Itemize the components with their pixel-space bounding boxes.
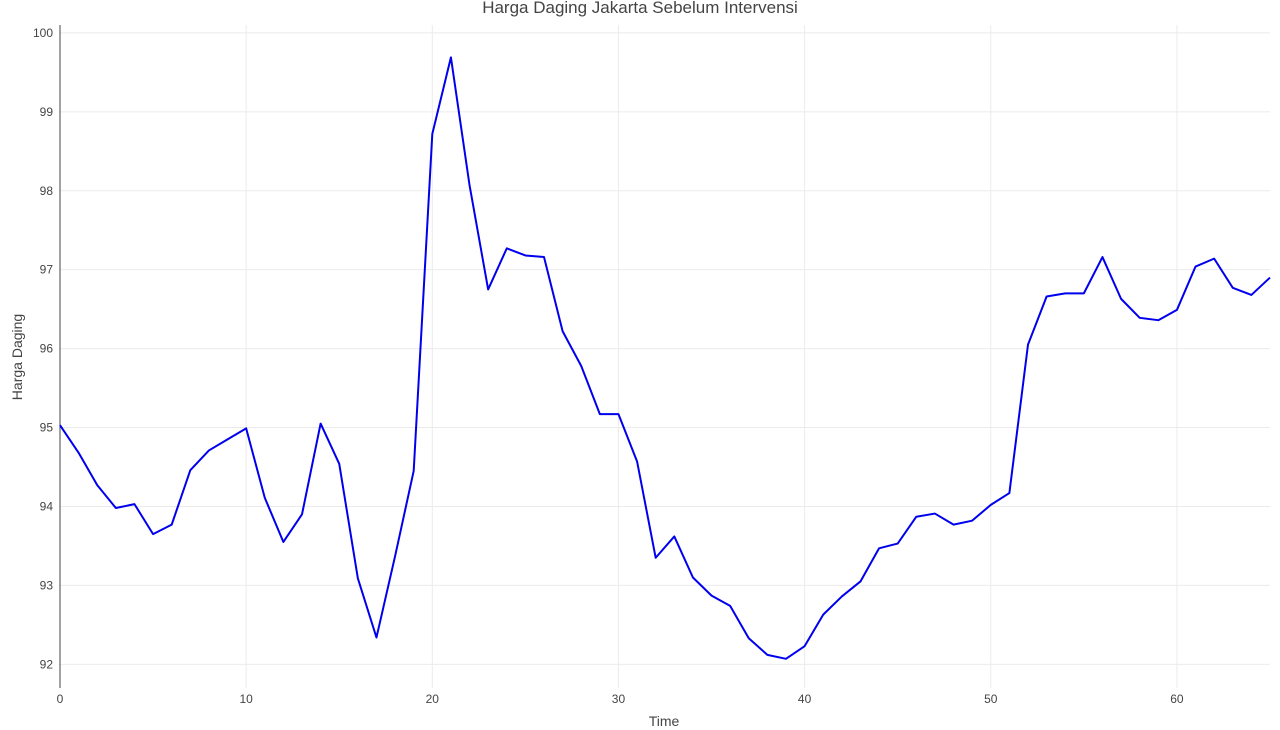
y-tick-labels: 92 93 94 95 96 97 98 99 100 [33, 26, 53, 671]
y-gridlines [60, 32, 1270, 665]
y-axis-title: Harga Daging [9, 314, 25, 400]
x-tick-label: 60 [1170, 692, 1184, 706]
x-gridlines [245, 25, 1178, 688]
y-tick-label: 100 [33, 26, 53, 40]
x-tick-labels: 0 10 20 30 40 50 60 [57, 692, 1184, 706]
y-tick-label: 98 [40, 184, 54, 198]
x-tick-label: 30 [612, 692, 626, 706]
series-line [59, 56, 1271, 660]
y-tick-label: 96 [40, 342, 54, 356]
y-tick-label: 99 [40, 105, 54, 119]
x-tick-label: 10 [239, 692, 253, 706]
x-tick-label: 50 [984, 692, 998, 706]
y-tick-label: 97 [40, 263, 54, 277]
chart-title: Harga Daging Jakarta Sebelum Intervensi [482, 0, 798, 17]
x-tick-label: 0 [57, 692, 64, 706]
x-tick-label: 20 [426, 692, 440, 706]
y-tick-label: 93 [40, 578, 54, 592]
y-tick-label: 94 [40, 499, 54, 513]
y-tick-label: 95 [40, 421, 54, 435]
x-axis-title: Time [649, 713, 680, 729]
x-tick-label: 40 [798, 692, 812, 706]
y-tick-label: 92 [40, 657, 54, 671]
